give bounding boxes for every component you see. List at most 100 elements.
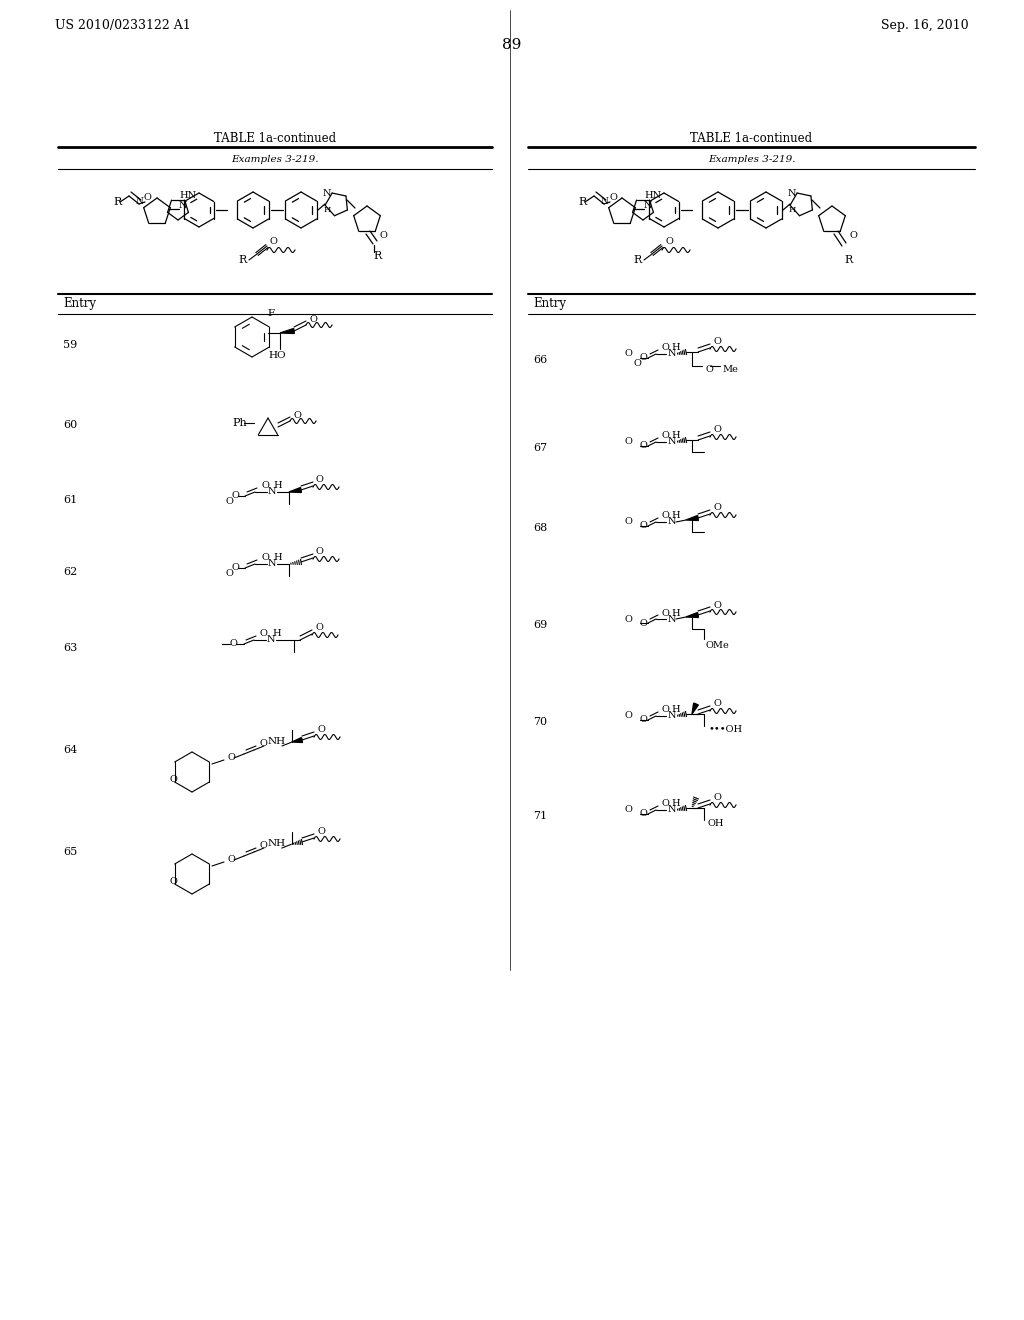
Polygon shape <box>686 612 698 618</box>
Text: HO: HO <box>268 351 286 359</box>
Text: O: O <box>640 619 648 627</box>
Text: O: O <box>624 437 632 446</box>
Text: O: O <box>260 842 268 850</box>
Text: O: O <box>662 800 670 808</box>
Text: N: N <box>788 190 797 198</box>
Polygon shape <box>292 738 302 742</box>
Text: 66: 66 <box>534 355 547 366</box>
Text: Entry: Entry <box>63 297 96 309</box>
Text: H: H <box>671 800 680 808</box>
Text: 60: 60 <box>63 420 77 430</box>
Text: O: O <box>230 639 238 648</box>
Text: O: O <box>261 553 269 562</box>
Text: 62: 62 <box>63 568 77 577</box>
Text: O: O <box>309 315 316 325</box>
Text: O: O <box>662 511 670 520</box>
Text: OH: OH <box>708 820 725 829</box>
Text: N: N <box>268 487 276 496</box>
Text: 61: 61 <box>63 495 77 506</box>
Text: O: O <box>640 354 648 363</box>
Text: R: R <box>373 251 381 261</box>
Text: O: O <box>609 194 616 202</box>
Text: O: O <box>640 521 648 531</box>
Text: O: O <box>713 700 721 709</box>
Text: H: H <box>272 630 281 639</box>
Text: O: O <box>225 569 232 578</box>
Text: 59: 59 <box>63 341 77 350</box>
Text: N: N <box>267 635 275 644</box>
Text: O: O <box>849 231 857 240</box>
Text: O: O <box>317 828 325 837</box>
Text: O: O <box>705 366 713 375</box>
Text: O: O <box>640 441 648 450</box>
Text: HN: HN <box>179 191 197 201</box>
Text: O: O <box>624 517 632 527</box>
Text: R: R <box>844 255 852 265</box>
Text: N: N <box>135 198 143 206</box>
Text: N: N <box>268 560 276 569</box>
Text: US 2010/0233122 A1: US 2010/0233122 A1 <box>55 18 190 32</box>
Text: O: O <box>225 498 232 507</box>
Text: HN: HN <box>644 191 662 201</box>
Text: O: O <box>228 855 236 865</box>
Text: O: O <box>713 425 721 434</box>
Text: O: O <box>170 776 178 784</box>
Text: •••OH: •••OH <box>708 726 742 734</box>
Text: Entry: Entry <box>534 297 566 309</box>
Text: O: O <box>713 793 721 803</box>
Text: TABLE 1a-continued: TABLE 1a-continued <box>214 132 336 145</box>
Text: H: H <box>790 206 797 214</box>
Text: O: O <box>634 359 642 368</box>
Text: Examples 3-219.: Examples 3-219. <box>231 154 318 164</box>
Text: O: O <box>662 432 670 441</box>
Text: O: O <box>231 491 239 500</box>
Text: Examples 3-219.: Examples 3-219. <box>708 154 796 164</box>
Text: O: O <box>261 482 269 491</box>
Text: O: O <box>260 739 268 748</box>
Text: R: R <box>113 197 121 207</box>
Polygon shape <box>280 329 294 334</box>
Text: Ph: Ph <box>232 418 247 428</box>
Text: O: O <box>662 609 670 618</box>
Text: H: H <box>273 482 282 491</box>
Text: O: O <box>316 475 324 484</box>
Text: O: O <box>228 754 236 763</box>
Text: O: O <box>270 238 278 247</box>
Text: O: O <box>231 564 239 573</box>
Polygon shape <box>289 487 301 492</box>
Text: N: N <box>644 202 652 210</box>
Text: H: H <box>671 609 680 618</box>
Text: H: H <box>671 432 680 441</box>
Text: O: O <box>662 343 670 352</box>
Text: N: N <box>668 615 677 623</box>
Text: H: H <box>324 206 332 214</box>
Text: O: O <box>170 878 178 887</box>
Text: OMe: OMe <box>706 640 730 649</box>
Text: O: O <box>624 615 632 623</box>
Text: O: O <box>713 338 721 346</box>
Text: 64: 64 <box>63 744 77 755</box>
Text: 67: 67 <box>534 444 547 453</box>
Text: 70: 70 <box>534 717 547 727</box>
Text: O: O <box>624 350 632 359</box>
Text: R: R <box>239 255 247 265</box>
Text: R: R <box>578 197 587 207</box>
Text: F: F <box>267 309 274 318</box>
Text: O: O <box>380 231 388 240</box>
Text: O: O <box>640 809 648 818</box>
Polygon shape <box>692 704 698 714</box>
Text: O: O <box>713 503 721 512</box>
Text: N: N <box>323 190 332 198</box>
Text: 63: 63 <box>63 643 77 653</box>
Text: Me: Me <box>722 366 738 375</box>
Text: O: O <box>317 726 325 734</box>
Text: N: N <box>668 805 677 814</box>
Text: O: O <box>315 623 323 632</box>
Text: N: N <box>668 350 677 359</box>
Text: N: N <box>668 437 677 446</box>
Text: O: O <box>662 705 670 714</box>
Polygon shape <box>686 516 698 520</box>
Text: H: H <box>671 511 680 520</box>
Text: N: N <box>668 711 677 721</box>
Text: R: R <box>634 255 642 265</box>
